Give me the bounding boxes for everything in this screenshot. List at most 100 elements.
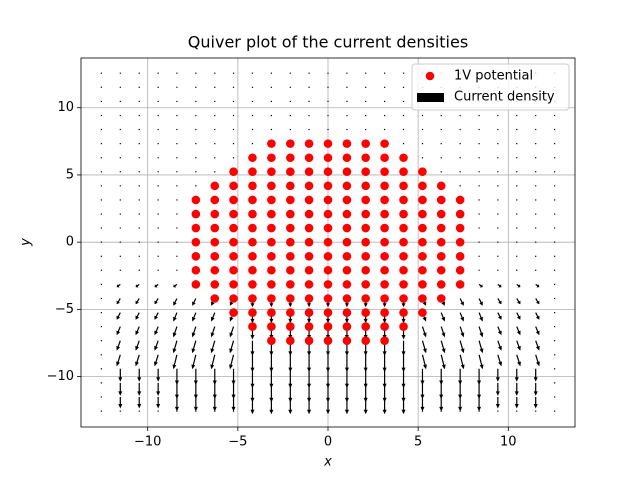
arrow: [195, 143, 197, 145]
point: [361, 322, 370, 331]
arrow: [176, 185, 178, 187]
arrow: [478, 227, 480, 229]
arrow: [176, 269, 178, 271]
point: [210, 209, 220, 219]
point: [191, 237, 201, 247]
point: [418, 237, 427, 247]
point: [323, 223, 333, 233]
point: [380, 251, 389, 261]
arrow: [363, 298, 368, 308]
arrow: [119, 72, 121, 74]
arrow: [554, 241, 556, 243]
arrow: [195, 86, 197, 88]
arrow: [269, 340, 274, 356]
arrow: [138, 114, 140, 117]
arrow: [365, 100, 367, 103]
arrow: [554, 255, 556, 257]
arrow: [554, 185, 556, 187]
point: [361, 209, 370, 219]
arrow: [516, 283, 521, 288]
arrow: [174, 397, 179, 412]
arrow: [138, 100, 140, 103]
arrow: [516, 157, 518, 159]
arrow: [535, 128, 537, 131]
arrow: [326, 326, 330, 340]
arrow: [100, 340, 102, 342]
point: [229, 251, 238, 261]
arrow: [458, 368, 463, 385]
arrow: [157, 410, 159, 412]
x-tick-label: −10: [134, 435, 161, 450]
arrow: [363, 340, 368, 356]
point: [380, 139, 389, 148]
arrow: [497, 213, 499, 215]
point: [191, 195, 201, 205]
point: [342, 139, 352, 148]
arrow: [100, 368, 102, 370]
arrow: [478, 255, 480, 257]
arrow: [554, 283, 556, 285]
arrow: [229, 340, 235, 354]
legend-marker: [417, 93, 444, 102]
arrow: [176, 241, 178, 243]
arrow: [214, 157, 216, 159]
point: [267, 153, 276, 163]
arrow: [251, 100, 254, 103]
arrow: [440, 326, 446, 338]
point: [436, 280, 446, 289]
arrow: [401, 382, 406, 403]
arrow: [116, 283, 121, 288]
arrow: [195, 171, 197, 173]
arrow: [402, 100, 405, 103]
arrow: [214, 128, 216, 131]
arrow: [459, 171, 461, 173]
arrow: [554, 171, 556, 173]
arrow: [363, 382, 368, 403]
arrow: [307, 298, 312, 308]
point: [229, 265, 238, 275]
arrow: [135, 326, 140, 336]
arrow: [554, 325, 556, 328]
arrow: [193, 397, 198, 412]
arrow: [478, 241, 480, 243]
point: [248, 209, 257, 219]
point: [210, 251, 220, 261]
arrow: [495, 368, 500, 382]
arrow: [251, 72, 254, 74]
arrow: [214, 171, 216, 173]
point: [399, 308, 408, 317]
arrow: [307, 354, 312, 373]
arrow: [421, 143, 424, 145]
arrow: [269, 382, 274, 403]
arrow: [459, 128, 461, 131]
arrow: [156, 368, 161, 382]
point: [418, 265, 427, 275]
arrow: [535, 143, 537, 145]
arrow: [478, 157, 480, 159]
arrow: [401, 397, 406, 415]
arrow: [119, 241, 121, 243]
point: [304, 308, 314, 317]
arrow: [100, 297, 102, 300]
point: [399, 280, 408, 289]
arrow: [138, 213, 140, 215]
point: [455, 265, 465, 275]
arrow: [382, 354, 387, 373]
arrow: [516, 269, 518, 271]
point: [267, 223, 276, 233]
arrow: [195, 72, 197, 74]
arrow: [157, 128, 159, 131]
arrow: [307, 340, 312, 356]
arrow: [327, 128, 329, 131]
arrow: [119, 199, 121, 201]
arrow: [308, 72, 310, 74]
arrow: [214, 114, 216, 117]
point: [455, 209, 465, 219]
arrow: [326, 368, 330, 389]
point: [361, 139, 370, 148]
arrow: [439, 382, 444, 400]
point: [286, 308, 295, 317]
arrow: [176, 72, 178, 74]
arrow: [100, 199, 102, 201]
arrow: [269, 368, 274, 389]
